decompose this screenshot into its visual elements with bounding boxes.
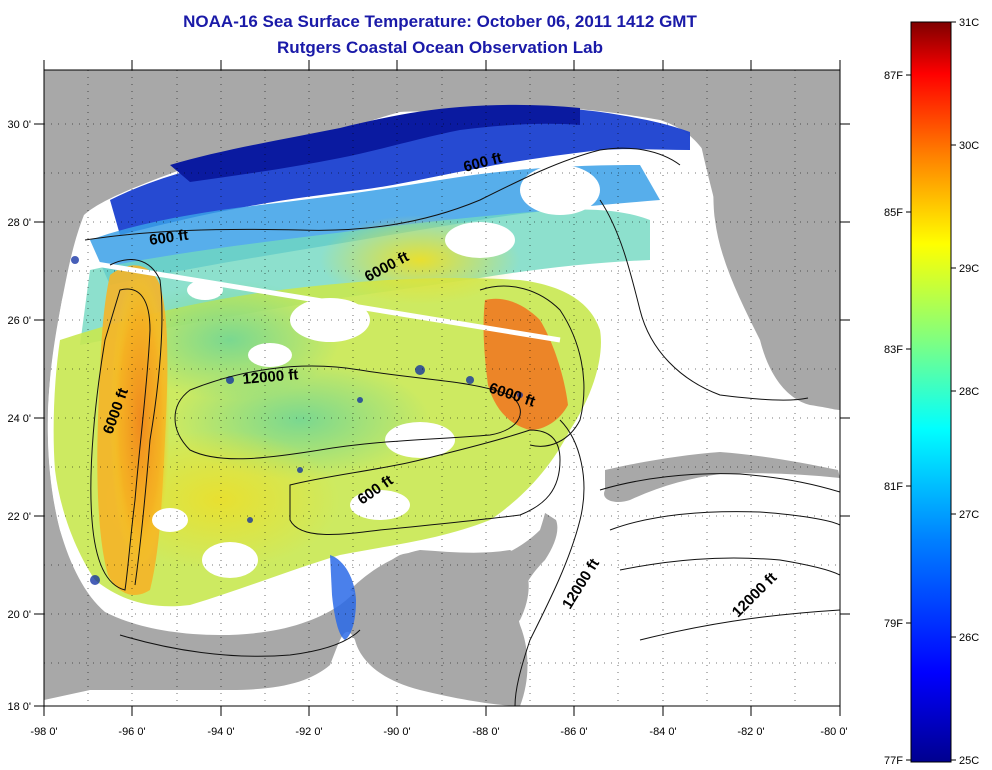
x-tick-label: -94 0': [207, 726, 234, 738]
x-axis-labels: -98 0' -96 0' -94 0' -92 0' -90 0' -88 0…: [30, 726, 847, 738]
chart-subtitle: Rutgers Coastal Ocean Observation Lab: [277, 38, 603, 57]
contour-label: 600 ft: [148, 227, 189, 249]
y-tick-label: 30 0': [7, 119, 31, 131]
colorbar-celsius-label: 29C: [959, 263, 979, 275]
y-tick-label: 24 0': [7, 413, 31, 425]
bathymetry-contours: [84, 147, 840, 706]
colorbar-celsius-label: 28C: [959, 386, 979, 398]
cuba-land: [604, 452, 840, 502]
colorbar-fahrenheit-label: 81F: [884, 481, 903, 493]
y-tick-label: 22 0': [7, 511, 31, 523]
colorbar-scale: [910, 21, 952, 763]
frame-ticks: [34, 60, 850, 716]
florida-land: [700, 140, 808, 397]
x-tick-label: -80 0': [820, 726, 847, 738]
x-tick-label: -96 0': [118, 726, 145, 738]
colorbar-celsius-label: 30C: [959, 140, 979, 152]
colorbar-fahrenheit-label: 77F: [884, 755, 903, 767]
y-axis-labels: 18 0' 20 0' 22 0' 24 0' 26 0' 28 0' 30 0…: [7, 119, 31, 713]
x-tick-label: -98 0': [30, 726, 57, 738]
colorbar-fahrenheit-label: 79F: [884, 618, 903, 630]
y-tick-label: 20 0': [7, 609, 31, 621]
x-tick-label: -86 0': [560, 726, 587, 738]
keys-land: [788, 263, 812, 287]
colorbar-celsius-label: 31C: [959, 17, 979, 29]
colorbar-celsius-label: 26C: [959, 632, 979, 644]
colorbar-celsius-label: 25C: [959, 755, 979, 767]
graticule: [44, 70, 840, 706]
x-tick-label: -90 0': [383, 726, 410, 738]
colorbar-celsius-label: 27C: [959, 509, 979, 521]
x-tick-label: -92 0': [295, 726, 322, 738]
y-tick-label: 28 0': [7, 217, 31, 229]
y-tick-label: 18 0': [7, 701, 31, 713]
colorbar-fahrenheit-label: 85F: [884, 207, 903, 219]
y-tick-label: 26 0': [7, 315, 31, 327]
x-tick-label: -82 0': [737, 726, 764, 738]
contour-label: 12000 ft: [242, 366, 299, 388]
colorbar-fahrenheit-label: 87F: [884, 70, 903, 82]
colorbar-fahrenheit-label: 83F: [884, 344, 903, 356]
sst-field: [53, 104, 690, 640]
map-frame: [43, 69, 841, 707]
x-tick-label: -84 0': [649, 726, 676, 738]
yucatan-land: [350, 550, 529, 637]
chart-title: NOAA-16 Sea Surface Temperature: October…: [183, 12, 697, 31]
x-tick-label: -88 0': [472, 726, 499, 738]
colorbar: 31C 30C 29C 28C 27C 26C 25C 87F 85F 83F …: [884, 17, 979, 767]
